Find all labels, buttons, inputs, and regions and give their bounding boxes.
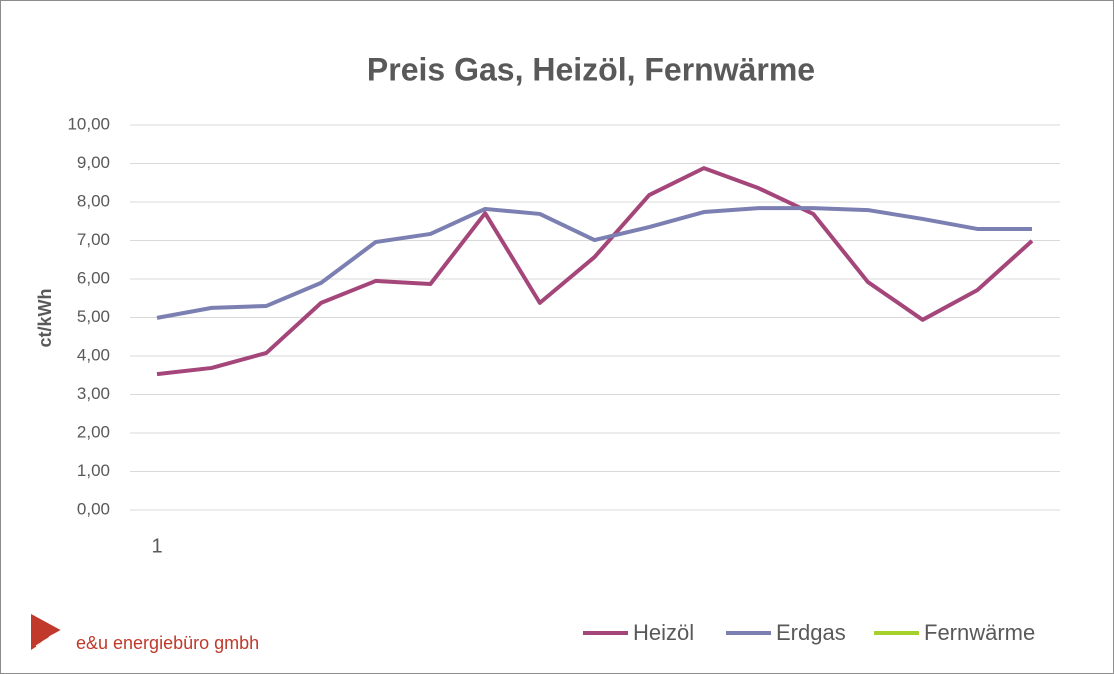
legend-label: Fernwärme — [924, 620, 1035, 645]
brand: e&u energiebüro gmbh — [76, 633, 259, 653]
y-tick-label: 0,00 — [77, 499, 110, 518]
legend-label: Heizöl — [633, 620, 694, 645]
logo — [31, 614, 64, 650]
y-axis-label: ct/kWh — [35, 288, 55, 347]
y-tick-label: 2,00 — [77, 422, 110, 441]
y-tick-label: 9,00 — [77, 153, 110, 172]
line-series — [156, 166, 1034, 377]
y-tick-label: 7,00 — [77, 230, 110, 249]
y-tick-label: 10,00 — [67, 114, 110, 133]
chart-title: Preis Gas, Heizöl, Fernwärme — [367, 51, 815, 87]
y-tick-label: 4,00 — [77, 345, 110, 364]
y-tick-label: 5,00 — [77, 307, 110, 326]
y-tick-label: 6,00 — [77, 268, 110, 287]
x-tick-label: 1 — [151, 535, 162, 557]
y-tick-label: 8,00 — [77, 191, 110, 210]
legend-label: Erdgas — [776, 620, 846, 645]
y-tick-label: 3,00 — [77, 384, 110, 403]
line-series — [156, 206, 1032, 320]
y-tick-label: 1,00 — [77, 461, 110, 480]
